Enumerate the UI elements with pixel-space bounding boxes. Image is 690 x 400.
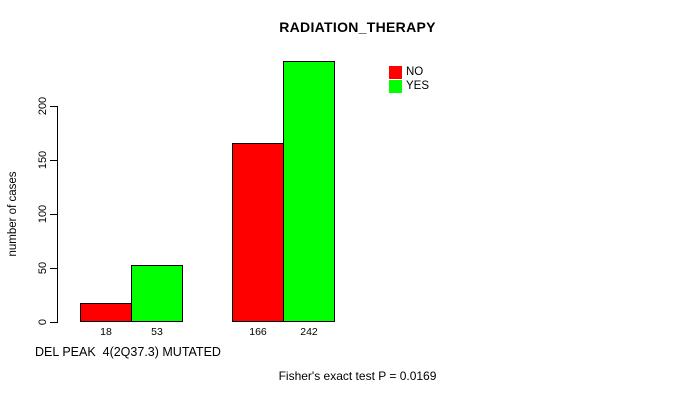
chart-title: RADIATION_THERAPY [279,19,436,35]
y-tick-mark [50,160,57,161]
y-tick-mark [50,322,57,323]
legend: NO YES [389,65,429,93]
bar-value-label: 242 [300,326,318,338]
bar-value-label: 18 [100,326,112,338]
y-tick-label: 150 [37,150,49,170]
bar-yes-242 [283,61,335,322]
bar-yes-53 [131,265,183,322]
x-axis-label: DEL PEAK 4(2Q37.3) MUTATED [35,345,221,359]
y-tick-label: 100 [37,204,49,224]
y-tick-mark [50,268,57,269]
bar-no-166 [232,143,284,322]
legend-item-yes: YES [389,79,429,93]
bar-value-label: 53 [151,326,163,338]
y-tick-label: 200 [37,96,49,116]
y-axis-label: number of cases [7,171,19,257]
y-axis-line [57,106,58,323]
y-tick-label: 0 [37,318,49,326]
legend-swatch-no [389,65,402,79]
bar-value-label: 166 [249,326,267,338]
legend-label: YES [406,80,430,92]
legend-label: NO [406,66,424,78]
legend-swatch-yes [389,79,402,93]
fisher-test-caption: Fisher's exact test P = 0.0169 [278,369,437,383]
bar-no-18 [80,303,132,322]
y-tick-mark [50,214,57,215]
y-tick-label: 50 [37,261,49,275]
legend-item-no: NO [389,65,429,79]
y-tick-mark [50,106,57,107]
